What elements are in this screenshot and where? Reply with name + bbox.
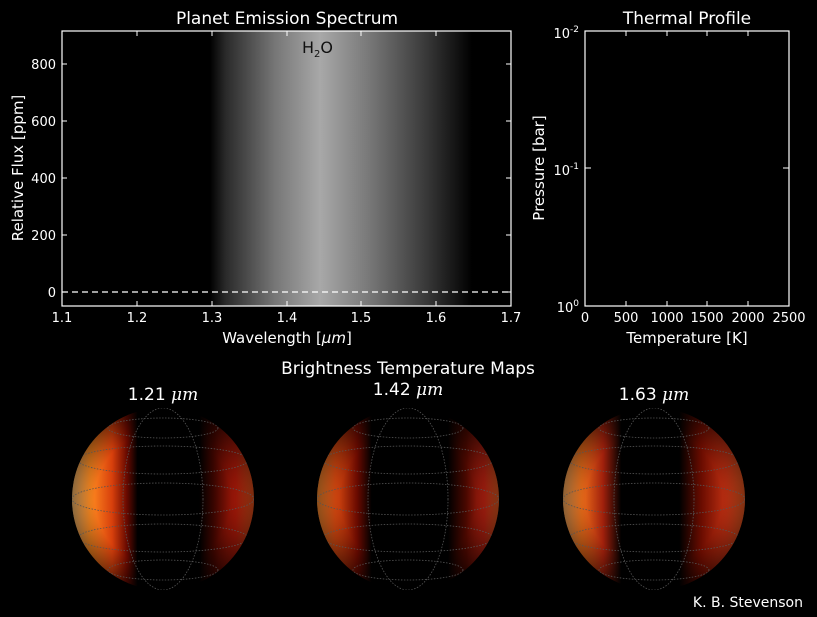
spectrum-ytick-label: 200 xyxy=(31,229,56,244)
h2o-band xyxy=(210,31,472,306)
brightness-maps: Brightness Temperature Maps 1.21 μm 1.42… xyxy=(72,359,745,590)
thermal-ytick-label: 100 xyxy=(557,299,580,316)
spectrum-xtick-label: 1.4 xyxy=(277,311,298,326)
thermal-ytick-label: 10-1 xyxy=(553,162,579,179)
map-label-1: 1.21 μm xyxy=(128,385,198,405)
spectrum-xtick-label: 1.2 xyxy=(127,311,148,326)
spectrum-ytick-label: 0 xyxy=(48,286,56,301)
thermal-x-ticks xyxy=(584,31,790,306)
maps-title: Brightness Temperature Maps xyxy=(281,359,535,379)
map-label-2: 1.42 μm xyxy=(373,380,443,400)
thermal-y-axis-label: Pressure [bar] xyxy=(530,115,548,220)
spectrum-chart: 1.1 1.2 1.3 1.4 1.5 1.6 1.7 0 200 400 60… xyxy=(9,9,521,347)
spectrum-title: Planet Emission Spectrum xyxy=(176,9,398,29)
spectrum-ytick-label: 400 xyxy=(31,172,56,187)
h2o-band-label: H2O xyxy=(302,38,333,60)
spectrum-x-axis-label: Wavelength [μm] xyxy=(222,329,352,347)
thermal-title: Thermal Profile xyxy=(622,9,751,29)
thermal-xtick-label: 1000 xyxy=(650,311,683,326)
spectrum-xtick-label: 1.3 xyxy=(202,311,223,326)
spectrum-xtick-label: 1.5 xyxy=(351,311,372,326)
spectrum-ytick-label: 800 xyxy=(31,58,56,73)
thermal-xtick-label: 2500 xyxy=(772,311,805,326)
spectrum-xtick-label: 1.7 xyxy=(501,311,522,326)
spectrum-x-ticks xyxy=(61,31,512,306)
thermal-ytick-label: 10-2 xyxy=(553,25,579,42)
thermal-x-axis-label: Temperature [K] xyxy=(625,329,747,347)
thermal-plot-frame xyxy=(584,30,790,307)
spectrum-xtick-label: 1.6 xyxy=(426,311,447,326)
globe-map-1 xyxy=(72,408,254,590)
thermal-xtick-label: 500 xyxy=(614,311,639,326)
spectrum-ytick-label: 600 xyxy=(31,115,56,130)
spectrum-y-axis-label: Relative Flux [ppm] xyxy=(9,95,27,242)
spectrum-y-ticks xyxy=(62,63,511,293)
author-credit: K. B. Stevenson xyxy=(692,595,803,611)
globe-map-3 xyxy=(563,408,745,590)
thermal-xtick-label: 0 xyxy=(581,311,589,326)
map-label-3: 1.63 μm xyxy=(619,385,689,405)
thermal-xtick-label: 1500 xyxy=(690,311,723,326)
thermal-xtick-label: 2000 xyxy=(731,311,764,326)
globe-map-2 xyxy=(317,408,499,590)
thermal-profile-chart: 0 500 1000 1500 2000 2500 10-2 10-1 100 … xyxy=(530,9,806,347)
spectrum-xtick-label: 1.1 xyxy=(52,311,73,326)
